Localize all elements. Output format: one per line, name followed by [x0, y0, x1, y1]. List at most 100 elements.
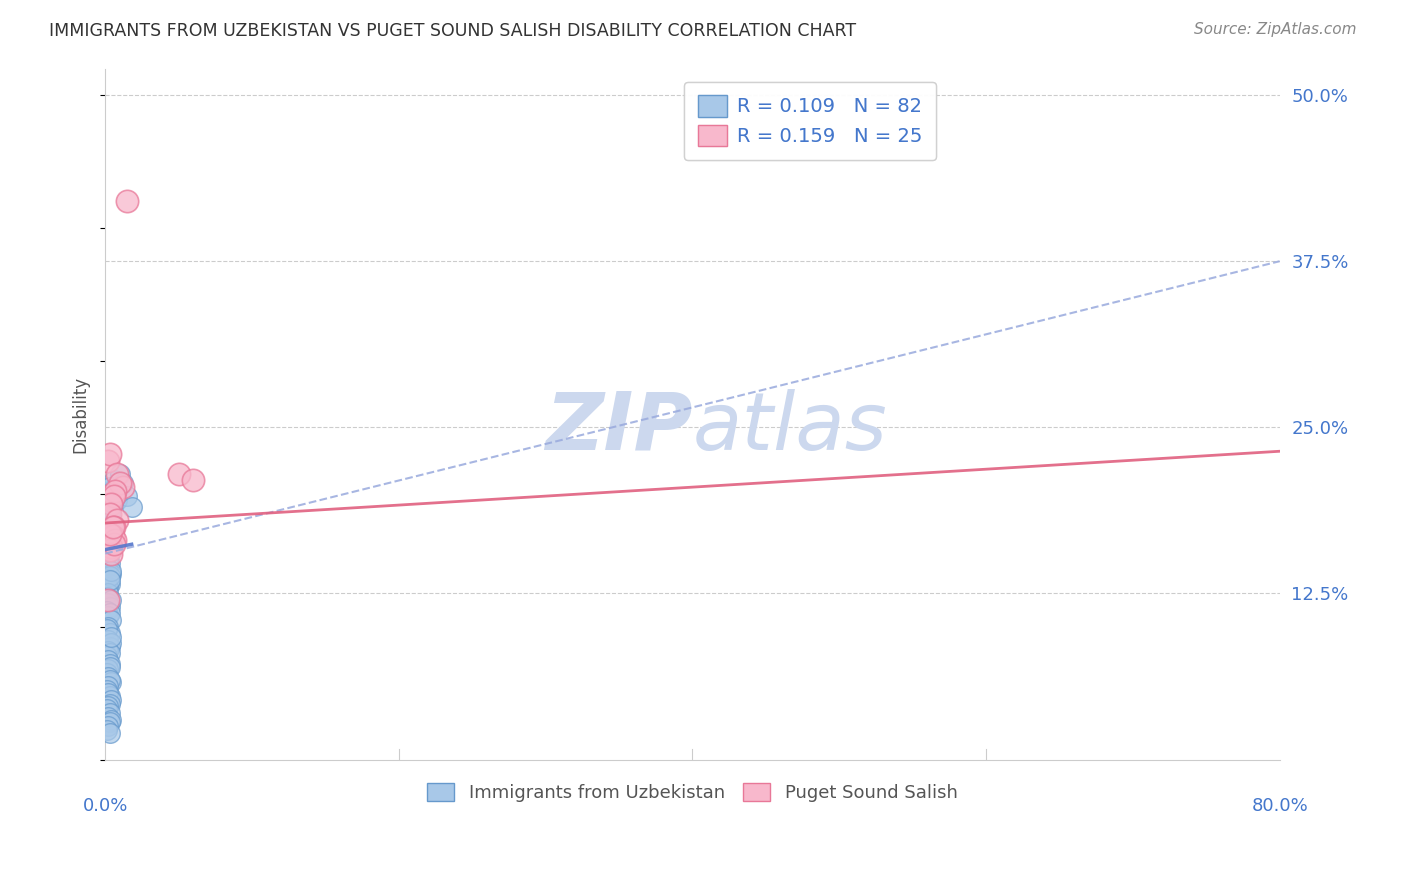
Point	[181, 474, 204, 488]
Point	[101, 516, 124, 530]
Legend: R = 0.109   N = 82, R = 0.159   N = 25: R = 0.109 N = 82, R = 0.159 N = 25	[685, 82, 935, 160]
Point	[98, 497, 121, 511]
Point	[97, 609, 120, 624]
Point	[98, 640, 121, 654]
Point	[98, 659, 121, 673]
Point	[101, 487, 124, 501]
Point	[100, 566, 122, 581]
Point	[105, 493, 128, 508]
Point	[104, 533, 127, 548]
Point	[97, 572, 120, 586]
Point	[101, 487, 124, 501]
Point	[96, 683, 118, 698]
Point	[98, 626, 121, 640]
Point	[98, 493, 121, 508]
Point	[96, 604, 118, 618]
Point	[97, 553, 120, 567]
Point	[98, 689, 121, 703]
Text: Source: ZipAtlas.com: Source: ZipAtlas.com	[1194, 22, 1357, 37]
Point	[97, 662, 120, 676]
Point	[97, 719, 120, 733]
Point	[97, 670, 120, 684]
Point	[98, 524, 121, 538]
Point	[97, 533, 120, 548]
Point	[98, 673, 121, 687]
Point	[98, 569, 121, 583]
Point	[97, 699, 120, 714]
Point	[103, 520, 125, 534]
Point	[98, 526, 121, 541]
Point	[98, 697, 121, 711]
Point	[97, 593, 120, 607]
Point	[167, 467, 190, 481]
Point	[98, 607, 121, 621]
Point	[97, 710, 120, 724]
Point	[96, 666, 118, 681]
Point	[98, 537, 121, 551]
Point	[98, 480, 121, 494]
Point	[97, 520, 120, 534]
Point	[100, 529, 122, 543]
Point	[96, 648, 118, 663]
Point	[98, 556, 121, 570]
Point	[100, 593, 122, 607]
Point	[98, 646, 121, 660]
Point	[104, 480, 127, 494]
Point	[115, 490, 138, 504]
Point	[97, 680, 120, 694]
Point	[100, 713, 122, 727]
Text: IMMIGRANTS FROM UZBEKISTAN VS PUGET SOUND SALISH DISABILITY CORRELATION CHART: IMMIGRANTS FROM UZBEKISTAN VS PUGET SOUN…	[49, 22, 856, 40]
Point	[97, 550, 120, 565]
Point	[100, 510, 122, 524]
Point	[100, 675, 122, 690]
Point	[101, 520, 124, 534]
Point	[97, 580, 120, 594]
Point	[96, 723, 118, 738]
Point	[98, 540, 121, 554]
Point	[98, 599, 121, 614]
Point	[103, 474, 125, 488]
Point	[97, 529, 120, 543]
Point	[100, 500, 122, 514]
Point	[100, 692, 122, 706]
Point	[100, 547, 122, 561]
Text: 80.0%: 80.0%	[1251, 797, 1308, 814]
Point	[100, 635, 122, 649]
Point	[96, 623, 118, 637]
Point	[98, 573, 121, 587]
Point	[96, 591, 118, 605]
Point	[98, 507, 121, 521]
Point	[98, 657, 121, 671]
Point	[100, 613, 122, 627]
Point	[105, 467, 128, 481]
Point	[97, 586, 120, 600]
Point	[98, 715, 121, 730]
Point	[100, 564, 122, 578]
Point	[111, 480, 134, 494]
Point	[100, 497, 122, 511]
Point	[121, 500, 143, 514]
Point	[97, 686, 120, 700]
Point	[97, 596, 120, 610]
Point	[98, 526, 121, 541]
Point	[97, 620, 120, 634]
Point	[98, 545, 121, 559]
Point	[103, 537, 125, 551]
Point	[108, 476, 131, 491]
Text: atlas: atlas	[692, 389, 887, 467]
Point	[111, 476, 134, 491]
Point	[96, 547, 118, 561]
Y-axis label: Disability: Disability	[72, 376, 89, 452]
Point	[100, 630, 122, 644]
Point	[97, 453, 120, 467]
Point	[104, 484, 127, 499]
Point	[115, 194, 138, 209]
Point	[98, 447, 121, 461]
Point	[96, 513, 118, 527]
Point	[97, 542, 120, 557]
Point	[105, 513, 128, 527]
Point	[98, 706, 121, 720]
Point	[100, 502, 122, 516]
Point	[97, 632, 120, 647]
Point	[98, 577, 121, 591]
